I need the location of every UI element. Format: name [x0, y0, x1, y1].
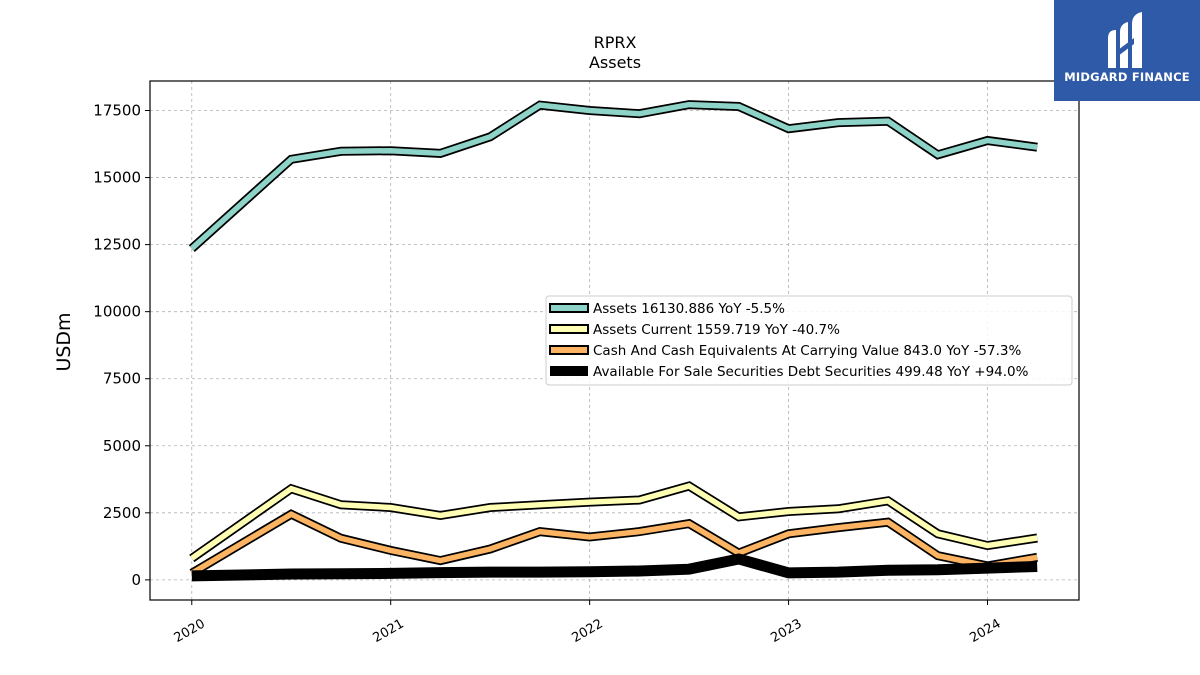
legend-box [545, 295, 1073, 386]
series-3 [191, 553, 1038, 582]
legend-label: Cash And Cash Equivalents At Carrying Va… [593, 343, 1021, 359]
brand-logo: MIDGARD FINANCE [1054, 0, 1200, 101]
logo-text: MIDGARD FINANCE [1064, 70, 1190, 84]
series-2 [189, 509, 1038, 578]
y-tick-label: 2500 [103, 504, 141, 522]
x-tick-label: 2021 [371, 616, 407, 646]
legend-swatch [549, 345, 589, 355]
legend-swatch [550, 366, 588, 376]
chart-subtitle: Assets [589, 53, 641, 72]
x-tick-label: 2024 [967, 616, 1003, 646]
y-tick-label: 5000 [103, 437, 141, 455]
series-line [190, 511, 1038, 576]
series-group [188, 100, 1038, 582]
series-0 [188, 100, 1038, 252]
legend-swatch [549, 324, 589, 334]
series-line-outline [188, 100, 1038, 252]
x-tick-label: 2022 [569, 616, 605, 646]
legend-swatch [549, 303, 589, 313]
x-tick-label: 2020 [172, 616, 208, 646]
legend-label: Assets Current 1559.719 YoY -40.7% [593, 322, 840, 338]
series-line-outline [189, 509, 1038, 578]
series-line [191, 553, 1038, 582]
legend-label: Available For Sale Securities Debt Secur… [593, 364, 1029, 380]
y-tick-label: 12500 [93, 236, 141, 254]
y-tick-label: 7500 [103, 370, 141, 388]
plot-frame [149, 80, 1080, 601]
series-line [189, 101, 1038, 251]
y-tick-label: 15000 [93, 169, 141, 187]
legend: Assets 16130.886 YoY -5.5% Assets Current… [545, 295, 1073, 386]
series-1 [189, 481, 1038, 563]
y-axis-label: USDm [53, 312, 75, 371]
legend-label: Assets 16130.886 YoY -5.5% [593, 301, 785, 317]
y-tick-label: 0 [131, 571, 141, 589]
series-line [190, 483, 1038, 561]
x-tick-label: 2023 [768, 616, 804, 646]
midgard-logo-icon [1108, 12, 1142, 68]
y-tick-label: 10000 [93, 303, 141, 321]
chart-title: RPRX [594, 33, 637, 52]
y-tick-label: 17500 [93, 102, 141, 120]
